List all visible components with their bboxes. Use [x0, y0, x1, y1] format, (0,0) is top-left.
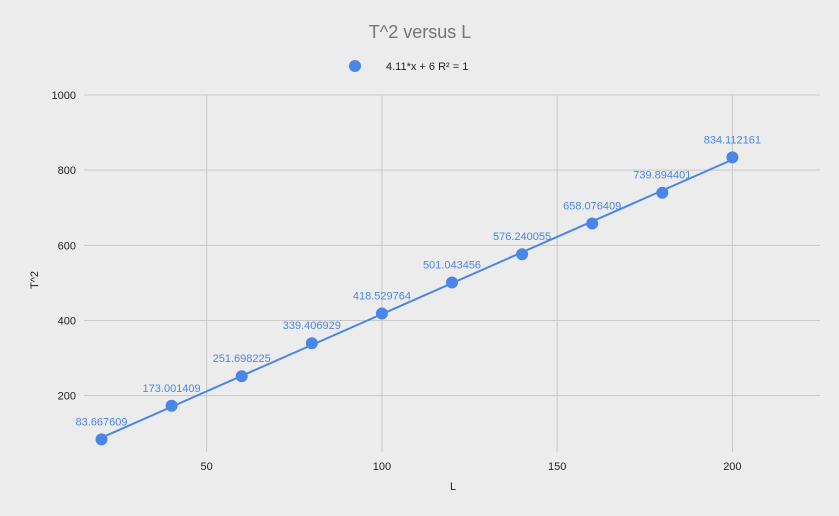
data-labels: 83.667609 173.001409 251.698225 339.406929 4…: [76, 134, 762, 428]
x-tick-label: 150: [548, 461, 566, 473]
data-label: 834.112161: [704, 134, 761, 146]
data-point: [95, 433, 108, 446]
y-axis-title: T^2: [29, 271, 41, 289]
x-tick-label: 200: [723, 461, 741, 473]
y-tick-label: 1000: [52, 90, 76, 102]
tick-labels: 200 400 600 800 1000 50 100 150 200: [52, 90, 742, 473]
chart-title: T^2 versus L: [369, 22, 471, 42]
data-point: [656, 186, 669, 199]
legend-label: 4.11*x + 6 R² = 1: [386, 61, 468, 73]
y-tick-label: 200: [58, 391, 76, 403]
data-label: 83.667609: [76, 416, 128, 428]
data-label: 418.529764: [353, 291, 411, 303]
grid: [84, 94, 820, 452]
data-label: 658.076409: [563, 200, 621, 212]
data-point: [235, 370, 248, 383]
data-point: [165, 399, 178, 412]
data-label: 739.894401: [633, 170, 691, 182]
y-tick-label: 600: [58, 240, 76, 252]
y-tick-label: 800: [58, 165, 76, 177]
legend-marker: [349, 60, 361, 72]
data-label: 501.043456: [423, 260, 481, 272]
x-tick-label: 50: [201, 461, 213, 473]
x-axis-title: L: [450, 481, 456, 493]
data-point: [516, 248, 529, 261]
x-tick-label: 100: [373, 461, 391, 473]
series-layer: [95, 151, 739, 446]
legend: 4.11*x + 6 R² = 1: [349, 60, 468, 73]
data-point: [586, 217, 599, 230]
data-point: [726, 151, 739, 164]
y-tick-label: 400: [58, 315, 76, 327]
data-point: [375, 307, 388, 320]
data-label: 251.698225: [213, 353, 271, 365]
data-point: [305, 337, 318, 350]
trendline: [101, 158, 733, 439]
data-label: 576.240055: [493, 231, 551, 243]
data-label: 173.001409: [143, 383, 201, 395]
data-point: [446, 276, 458, 289]
data-label: 339.406929: [283, 320, 341, 332]
